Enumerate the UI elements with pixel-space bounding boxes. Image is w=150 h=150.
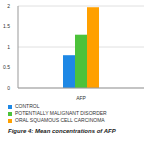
html-text:POTENTIALLY MALIGNANT DISORDER: POTENTIALLY MALIGNANT DISORDER bbox=[15, 110, 107, 116]
svg-text:0: 0 bbox=[8, 85, 10, 91]
svg-text:1: 1 bbox=[8, 44, 10, 50]
html-text:CONTROL: CONTROL bbox=[15, 103, 40, 109]
svg-text:AFP: AFP bbox=[76, 95, 86, 100]
svg-text:2: 2 bbox=[8, 3, 10, 9]
html-text:Figure 4: Mean concentrations: Figure 4: Mean concentrations of AFP bbox=[8, 128, 116, 134]
html-text:ORAL SQUAMOUS CELL CARCINOMA: ORAL SQUAMOUS CELL CARCINOMA bbox=[15, 117, 105, 123]
svg-text:1.5: 1.5 bbox=[8, 23, 10, 29]
svg-text:0.5: 0.5 bbox=[8, 64, 10, 70]
